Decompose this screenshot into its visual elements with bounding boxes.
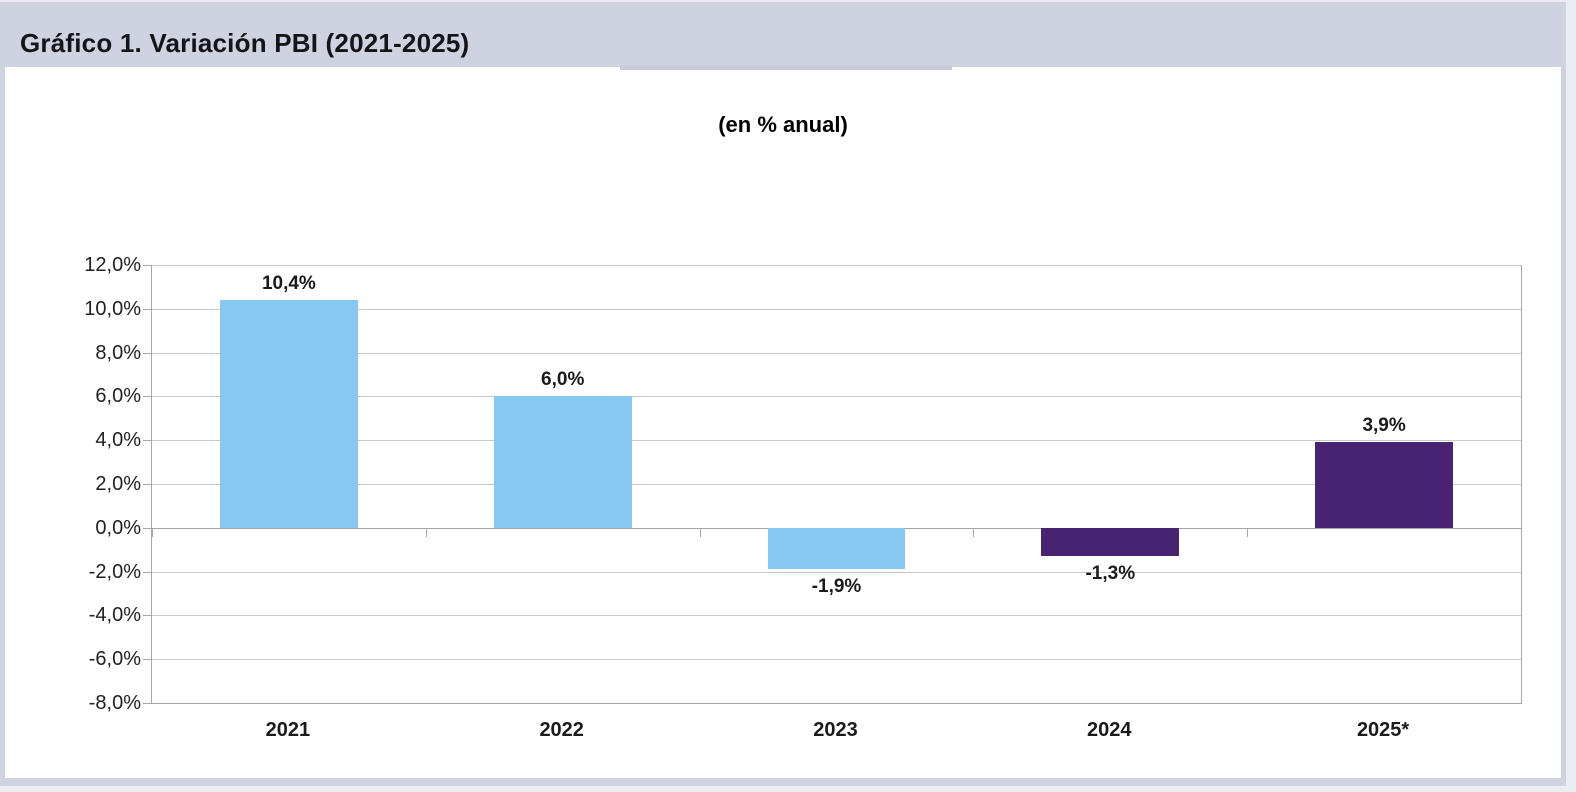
page-title: Gráfico 1. Variación PBI (2021-2025): [20, 28, 470, 58]
chart-subtitle: (en % anual): [718, 112, 848, 137]
chart-panel: (en % anual) 12,0% 10,0% 8,0% 6,0% 4,0% 2,0% 0…: [5, 67, 1561, 778]
gridline: [152, 308, 1521, 310]
gridline: [152, 440, 1521, 442]
y-axis-tick: [143, 440, 152, 442]
y-axis-tick: [143, 484, 152, 485]
bar-2023: [767, 527, 906, 570]
y-axis-tick-label: 4,0%: [95, 429, 141, 452]
category-tick: [1521, 527, 1522, 537]
gridline: [152, 659, 1521, 661]
category-tick: [152, 527, 153, 537]
x-axis-labels: 2021 2022 2023 2024 2025*: [151, 719, 1520, 749]
x-axis-category-label-2023: 2023: [813, 719, 858, 741]
y-axis-tick: [143, 615, 152, 617]
y-axis-tick: [143, 659, 152, 661]
y-axis-tick: [143, 571, 152, 573]
y-axis-tick-label: -2,0%: [88, 560, 141, 583]
y-axis-tick-label: 10,0%: [84, 297, 141, 320]
category-tick: [425, 527, 427, 537]
bar-2022: [493, 396, 632, 528]
category-tick: [1247, 527, 1249, 537]
y-axis-tick-label: -6,0%: [88, 648, 141, 671]
bar-2024: [1041, 527, 1180, 557]
y-axis-tick-label: 0,0%: [95, 516, 141, 539]
bar-2021: [219, 300, 358, 528]
gridline: [152, 615, 1521, 617]
y-axis-tick-label: -4,0%: [88, 604, 141, 627]
gridline: [152, 396, 1521, 398]
header-shadow-strip: [620, 65, 952, 70]
gridline: [152, 265, 1521, 266]
category-tick: [973, 527, 975, 537]
y-axis-tick: [143, 308, 152, 310]
x-axis-category-label-2022: 2022: [539, 719, 584, 741]
value-label-2022: 6,0%: [541, 369, 585, 391]
y-axis-labels: 12,0% 10,0% 8,0% 6,0% 4,0% 2,0% 0,0% -2,0% -4,0%…: [29, 254, 141, 725]
y-axis-tick-label: 2,0%: [95, 473, 141, 495]
value-label-2023: -1,9%: [811, 576, 862, 598]
y-axis-tick: [143, 527, 152, 529]
gridline: [152, 352, 1521, 354]
y-axis-tick-label: -8,0%: [88, 692, 141, 714]
x-axis-category-label-2021: 2021: [265, 719, 311, 741]
y-axis-tick: [143, 396, 152, 398]
value-label-2021: 10,4%: [261, 273, 316, 295]
x-axis-category-label-2024: 2024: [1087, 719, 1132, 741]
value-label-2024: -1,3%: [1085, 563, 1136, 585]
y-axis-tick-label: 6,0%: [95, 385, 141, 408]
category-tick: [699, 527, 701, 537]
y-axis-tick-label: 12,0%: [84, 254, 141, 276]
gridline: [152, 571, 1521, 573]
gridline: [152, 484, 1521, 485]
value-label-2025*: 3,9%: [1362, 415, 1406, 437]
y-axis-tick: [143, 703, 152, 704]
bar-2025*: [1315, 442, 1454, 528]
plot-area: 10,4% 6,0% -1,9% -1,3% 3,9%: [143, 265, 1522, 704]
y-axis-tick: [143, 265, 152, 266]
y-axis-tick-label: 8,0%: [95, 341, 141, 364]
x-axis-category-label-2025*: 2025*: [1356, 719, 1410, 741]
y-axis-tick: [143, 352, 152, 354]
